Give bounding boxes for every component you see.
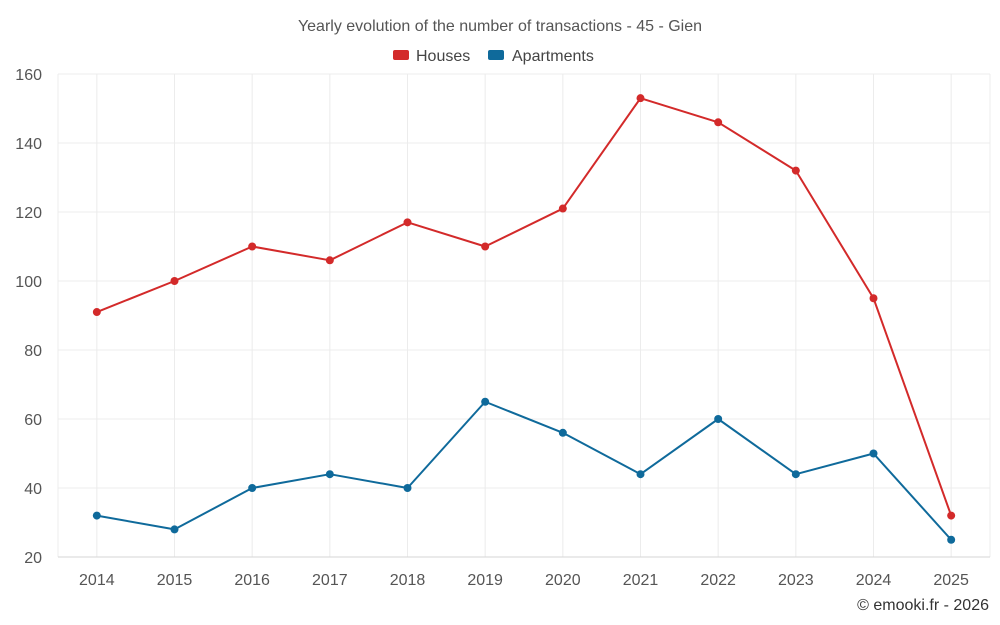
- data-point-apartments[interactable]: [170, 525, 179, 534]
- y-tick-label: 60: [24, 412, 42, 429]
- credit-text: © emooki.fr - 2026: [857, 597, 989, 614]
- data-point-houses[interactable]: [869, 294, 878, 303]
- data-point-apartments[interactable]: [636, 470, 645, 479]
- x-tick-label: 2023: [778, 572, 814, 589]
- grid: [57, 73, 991, 558]
- legend-swatch-apartments: [488, 50, 504, 60]
- y-tick-label: 160: [15, 67, 42, 84]
- data-point-apartments[interactable]: [248, 484, 257, 492]
- x-tick-label: 2022: [700, 572, 736, 589]
- x-tick-label: 2015: [157, 572, 193, 589]
- x-tick-label: 2024: [856, 572, 892, 589]
- legend: Houses Apartments: [393, 48, 594, 65]
- x-axis: 2014 2015 2016 2017 2018 2019 2020 2021 2022 2023…: [79, 572, 969, 589]
- data-point-apartments[interactable]: [325, 470, 334, 479]
- legend-swatch-houses: [393, 50, 409, 60]
- y-tick-label: 40: [24, 481, 42, 498]
- y-tick-label: 100: [15, 274, 42, 291]
- x-tick-label: 2017: [312, 572, 348, 589]
- y-tick-label: 80: [24, 343, 42, 360]
- series-line-apartments: [96, 400, 952, 541]
- series-layer: [92, 94, 956, 544]
- y-tick-label: 120: [15, 205, 42, 222]
- data-point-apartments[interactable]: [558, 428, 567, 437]
- data-point-houses[interactable]: [248, 242, 257, 251]
- legend-item-apartments[interactable]: Apartments: [488, 48, 594, 65]
- x-tick-label: 2021: [623, 572, 659, 589]
- y-tick-label: 140: [15, 136, 42, 153]
- x-tick-label: 2016: [234, 572, 270, 589]
- data-point-apartments[interactable]: [403, 484, 412, 492]
- data-point-apartments[interactable]: [791, 470, 800, 479]
- chart-title: Yearly evolution of the number of transa…: [298, 18, 702, 35]
- x-tick-label: 2018: [390, 572, 426, 589]
- x-tick-label: 2019: [467, 572, 503, 589]
- data-point-houses[interactable]: [791, 166, 800, 175]
- data-point-houses[interactable]: [714, 118, 723, 127]
- series-line-houses: [96, 97, 953, 516]
- data-point-houses[interactable]: [325, 256, 334, 265]
- data-point-apartments[interactable]: [869, 449, 878, 458]
- x-tick-label: 2025: [933, 572, 969, 589]
- data-point-apartments[interactable]: [947, 535, 956, 544]
- legend-label-houses: Houses: [416, 48, 470, 65]
- data-point-houses[interactable]: [403, 218, 412, 227]
- legend-item-houses[interactable]: Houses: [393, 48, 470, 65]
- data-point-apartments[interactable]: [714, 415, 723, 423]
- y-axis: 20 40 60 80 100 120 140 160: [15, 67, 42, 567]
- x-tick-label: 2020: [545, 572, 581, 589]
- data-point-houses[interactable]: [92, 308, 101, 317]
- data-point-houses[interactable]: [558, 204, 567, 213]
- y-tick-label: 20: [24, 550, 42, 567]
- data-point-apartments[interactable]: [481, 397, 490, 406]
- data-point-houses[interactable]: [947, 511, 956, 520]
- data-point-houses[interactable]: [481, 242, 490, 251]
- legend-label-apartments: Apartments: [512, 48, 594, 65]
- data-point-houses[interactable]: [170, 277, 179, 285]
- data-point-apartments[interactable]: [92, 511, 101, 520]
- x-tick-label: 2014: [79, 572, 115, 589]
- data-point-houses[interactable]: [636, 94, 645, 103]
